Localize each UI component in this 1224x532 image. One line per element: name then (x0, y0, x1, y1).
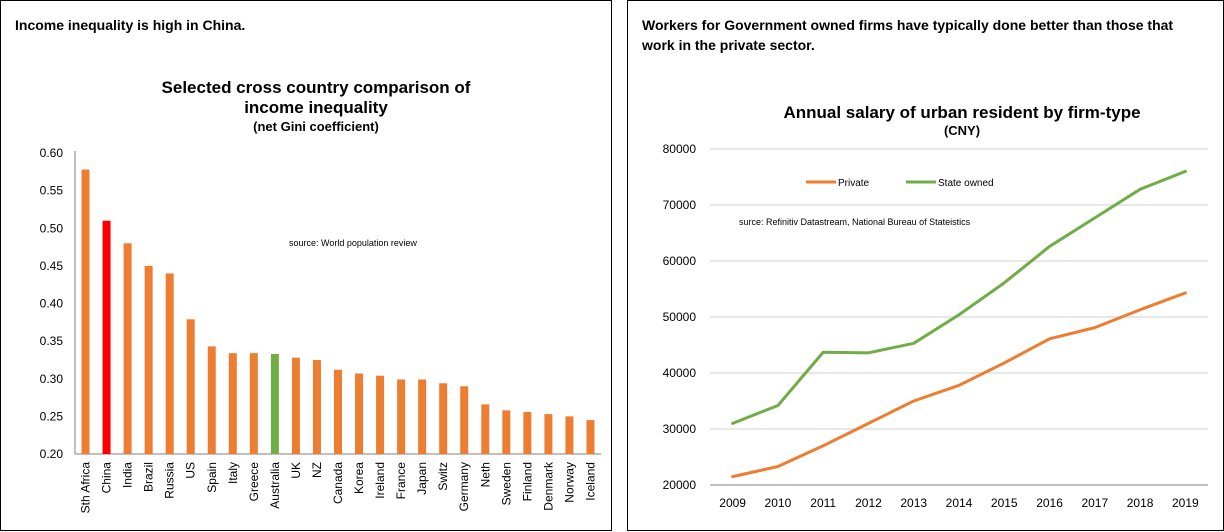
bar-nz (312, 359, 321, 454)
y-tick-label: 0.40 (40, 297, 64, 311)
x-tick-label: UK (289, 462, 303, 479)
x-tick-label: India (121, 462, 135, 488)
x-tick-label: Greece (247, 462, 261, 502)
salary-line-chart: Annual salary of urban resident by firm-… (663, 103, 1208, 510)
bar-us (186, 319, 195, 454)
y-tick-label: 0.45 (40, 259, 64, 273)
source-note: source: World population review (289, 238, 417, 248)
source-note: surce: Refinitiv Datastream, National Bu… (739, 217, 971, 227)
bar-italy (228, 353, 237, 454)
bar-uk (291, 357, 300, 454)
chart-title-line1: Selected cross country comparison of (162, 78, 471, 97)
chart-title-line2: income inequality (244, 98, 388, 117)
chart-title: Annual salary of urban resident by firm-… (783, 103, 1140, 122)
x-tick-label: Canada (331, 462, 345, 504)
x-tick-label: Korea (352, 462, 366, 494)
x-tick-label: NZ (310, 462, 324, 478)
x-tick-label: Iceland (583, 462, 597, 501)
series-line-state-owned (731, 169, 1187, 425)
bar-finland (523, 411, 532, 454)
x-tick-label: Switz (436, 462, 450, 491)
bar-india (123, 243, 132, 454)
x-tick-label: 2012 (855, 496, 882, 510)
x-tick-label: Norway (562, 462, 576, 503)
y-tick-label: 0.25 (40, 409, 64, 423)
bar-france (397, 379, 406, 454)
x-tick-label: Sth Africa (79, 462, 93, 514)
bar-russia (165, 273, 174, 454)
y-tick-label: 0.60 (40, 146, 64, 160)
bar-ireland (376, 375, 385, 454)
x-tick-label: 2017 (1081, 496, 1108, 510)
bar-spain (207, 346, 216, 454)
bar-sweden (502, 410, 511, 454)
y-tick-label: 70000 (663, 198, 697, 212)
x-tick-label: 2015 (991, 496, 1018, 510)
chart-subtitle: (CNY) (944, 123, 980, 138)
legend-label: Private (838, 178, 870, 189)
bar-canada (334, 369, 342, 454)
x-tick-label: 2014 (946, 496, 973, 510)
x-tick-label: Russia (163, 462, 177, 499)
bar-iceland (586, 420, 595, 454)
x-tick-label: France (394, 462, 408, 500)
x-tick-label: Germany (457, 462, 471, 511)
bar-germany (460, 386, 469, 454)
salary-panel: Workers for Government owned firms have … (627, 0, 1224, 531)
x-tick-label: Neth (478, 462, 492, 487)
x-tick-label: Spain (205, 462, 219, 493)
y-tick-label: 0.50 (40, 221, 64, 235)
bar-brazil (144, 265, 153, 454)
bar-japan (418, 379, 427, 454)
x-tick-label: 2009 (719, 496, 746, 510)
gini-caption: Income inequality is high in China. (15, 17, 246, 33)
bar-china (102, 220, 111, 454)
y-tick-label: 0.20 (40, 447, 64, 461)
bar-sth-africa (81, 169, 90, 454)
x-tick-label: 2019 (1172, 496, 1199, 510)
y-tick-label: 50000 (663, 310, 697, 324)
x-tick-label: 2018 (1127, 496, 1154, 510)
x-tick-label: Italy (226, 462, 240, 484)
x-tick-label: 2013 (900, 496, 927, 510)
y-tick-label: 60000 (663, 254, 697, 268)
bar-denmark (544, 414, 553, 454)
x-tick-label: China (100, 462, 114, 494)
y-tick-label: 30000 (663, 422, 697, 436)
y-tick-label: 0.35 (40, 334, 64, 348)
x-tick-label: Sweden (499, 462, 513, 505)
panel-gap (612, 0, 627, 531)
series-line-private (731, 291, 1187, 479)
x-tick-label: Ireland (373, 462, 387, 499)
legend-label: State owned (938, 178, 994, 189)
bar-greece (249, 353, 258, 454)
y-tick-label: 20000 (663, 478, 697, 492)
x-tick-label: Australia (268, 462, 282, 509)
y-tick-label: 0.55 (40, 184, 64, 198)
x-tick-label: US (184, 462, 198, 479)
x-tick-label: 2016 (1036, 496, 1063, 510)
y-tick-label: 0.30 (40, 372, 64, 386)
bar-neth (481, 404, 490, 454)
bar-switz (439, 383, 448, 454)
gini-bar-chart: Selected cross country comparison ofinco… (40, 78, 601, 514)
salary-caption: Workers for Government owned firms have … (642, 17, 1174, 53)
x-tick-label: Denmark (541, 461, 555, 511)
bar-australia (270, 353, 279, 454)
y-tick-label: 80000 (663, 142, 697, 156)
chart-subtitle: (net Gini coefficient) (253, 119, 379, 134)
bar-norway (565, 416, 574, 454)
gini-panel: Income inequality is high in China. Sele… (0, 0, 612, 531)
bar-korea (355, 373, 364, 454)
x-tick-label: 2011 (810, 496, 836, 510)
x-tick-label: 2010 (765, 496, 792, 510)
x-tick-label: Finland (520, 462, 534, 501)
y-tick-label: 40000 (663, 366, 697, 380)
x-tick-label: Brazil (142, 462, 156, 492)
x-tick-label: Japan (415, 462, 429, 495)
